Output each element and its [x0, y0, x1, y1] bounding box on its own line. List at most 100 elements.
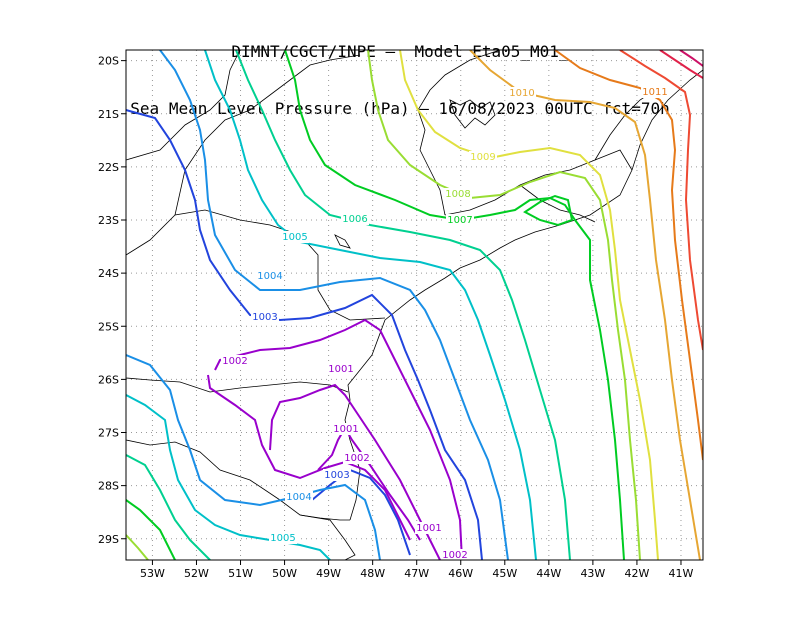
- isobar-1007-south: [126, 499, 176, 560]
- isobar-1003: [126, 109, 483, 560]
- coastline: [344, 69, 703, 521]
- plot-frame: [125, 49, 704, 561]
- state-border: [519, 184, 596, 223]
- contour-label-bg: [641, 86, 669, 98]
- contour-label-1004: 1004: [286, 492, 311, 503]
- lon-tick-label: 46W: [448, 567, 473, 580]
- contour-label-bg: [343, 452, 371, 464]
- isobar-1004: [159, 50, 509, 560]
- contour-label-bg: [285, 491, 313, 503]
- contour-label-1002: 1002: [344, 453, 369, 464]
- isobar-1002-south: [207, 374, 411, 541]
- title-line-2: Sea Mean Level Pressure (hPa) – 16/08/20…: [130, 99, 670, 118]
- contour-label-bg: [446, 214, 474, 226]
- reservoir: [449, 99, 496, 129]
- state-border: [444, 149, 633, 216]
- lon-tick-label: 44W: [536, 567, 561, 580]
- state-border: [594, 89, 656, 161]
- lat-tick-label: 23S: [98, 214, 119, 227]
- lon-tick-label: 42W: [624, 567, 649, 580]
- isobar-1011: [554, 50, 703, 461]
- contour-label-bg: [441, 549, 469, 561]
- map-title: DIMNT/CGCT/INPE – Model Eta05_M01_ Sea M…: [0, 4, 800, 137]
- isobar-1007: [284, 50, 625, 560]
- lat-tick-label: 20S: [98, 55, 119, 68]
- contour-label-bg: [327, 363, 355, 375]
- contour-label-1001: 1001: [333, 424, 358, 435]
- state-border: [126, 439, 350, 521]
- state-border: [126, 50, 241, 161]
- lat-tick-label: 27S: [98, 427, 119, 440]
- isobar-1012: [619, 50, 703, 351]
- lat-tick-label: 28S: [98, 480, 119, 493]
- contour-label-1002: 1002: [222, 356, 247, 367]
- isobar-1005: [204, 50, 537, 560]
- isobar-1003-south: [311, 468, 411, 556]
- contour-label-1007: 1007: [447, 215, 472, 226]
- isobars: [126, 50, 703, 560]
- lat-tick-label: 26S: [98, 373, 119, 386]
- lat-lon-grid: [126, 50, 703, 560]
- isobar-1008-south: [126, 534, 149, 560]
- state-border: [126, 377, 349, 393]
- isobar-1006: [235, 50, 571, 560]
- contour-label-1002: 1002: [442, 550, 467, 561]
- lat-tick-label: 22S: [98, 161, 119, 174]
- contour-label-1011: 1011: [642, 87, 667, 98]
- lon-tick-label: 52W: [184, 567, 209, 580]
- lon-tick-label: 50W: [272, 567, 297, 580]
- isobar-1009: [399, 50, 659, 560]
- lat-tick-label: 29S: [98, 533, 119, 546]
- isobar-1001-inner: [317, 426, 421, 541]
- state-border: [174, 54, 361, 216]
- contour-label-bg: [281, 231, 309, 243]
- lat-tick-label: 24S: [98, 267, 119, 280]
- contour-label-1006: 1006: [342, 214, 367, 225]
- contour-label-1001: 1001: [416, 523, 441, 534]
- island: [334, 234, 351, 249]
- lon-tick-label: 45W: [492, 567, 517, 580]
- contour-label-bg: [508, 87, 536, 99]
- lagoon: [299, 514, 356, 560]
- isobar-1014: [679, 50, 703, 67]
- contour-label-1010: 1010: [509, 88, 534, 99]
- contour-label-bg: [469, 151, 497, 163]
- isobar-1008: [367, 50, 641, 560]
- contour-label-bg: [415, 522, 443, 534]
- contour-label-bg: [341, 213, 369, 225]
- lon-tick-label: 51W: [228, 567, 253, 580]
- lon-tick-label: 49W: [316, 567, 341, 580]
- lon-tick-label: 47W: [404, 567, 429, 580]
- contour-label-1005: 1005: [282, 232, 307, 243]
- contour-label-bg: [332, 423, 360, 435]
- lon-tick-label: 41W: [669, 567, 694, 580]
- contour-label-1005: 1005: [270, 533, 295, 544]
- isobar-1002: [214, 318, 463, 560]
- isobar-1001: [269, 383, 441, 560]
- contour-label-bg: [251, 311, 279, 323]
- contour-label-bg: [323, 469, 351, 481]
- lon-tick-label: 53W: [140, 567, 165, 580]
- contour-labels: 1001 1001 1001 1002 1002 1002 1003 1003 1004 1004…: [221, 86, 669, 561]
- contour-label-1001: 1001: [328, 364, 353, 375]
- contour-label-bg: [444, 188, 472, 200]
- contour-label-1003: 1003: [324, 470, 349, 481]
- lat-tick-label: 21S: [98, 108, 119, 121]
- axis-ticks: 53W 52W 51W 50W 49W 48W 47W 46W 45W 44W 43W 42W 41W 2…: [98, 55, 694, 580]
- isobar-1004-south: [126, 354, 381, 560]
- coastline-borders: [126, 50, 703, 560]
- state-border: [126, 209, 386, 321]
- contour-label-1008: 1008: [445, 189, 470, 200]
- isobar-1006-south: [126, 454, 211, 560]
- title-line-1: DIMNT/CGCT/INPE – Model Eta05_M01_: [231, 42, 569, 61]
- isobar-1007-loop: [523, 194, 574, 227]
- isobar-1013: [659, 50, 703, 79]
- lon-tick-label: 43W: [580, 567, 605, 580]
- isobar-1005-south: [126, 394, 331, 560]
- contour-label-bg: [269, 532, 297, 544]
- contour-label-1003: 1003: [252, 312, 277, 323]
- contour-label-bg: [256, 270, 284, 282]
- lon-tick-label: 48W: [360, 567, 385, 580]
- contour-label-bg: [221, 355, 249, 367]
